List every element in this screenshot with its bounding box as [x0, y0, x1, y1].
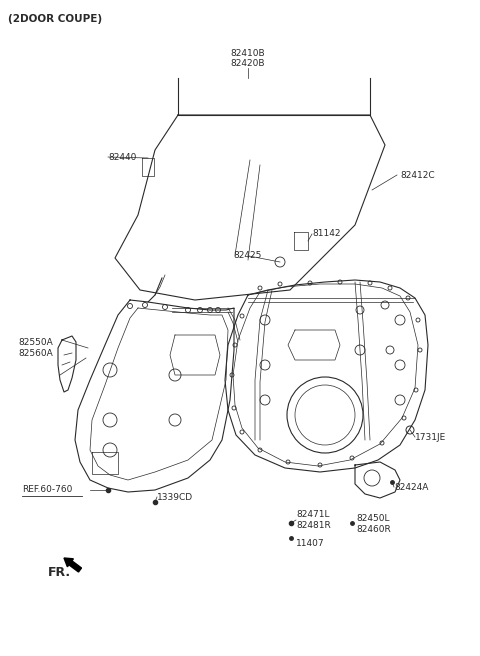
Text: 82410B
82420B: 82410B 82420B	[231, 49, 265, 68]
Text: 82550A
82560A: 82550A 82560A	[18, 338, 53, 358]
Text: 82424A: 82424A	[394, 483, 428, 491]
Text: 1339CD: 1339CD	[157, 493, 193, 501]
Text: 82412C: 82412C	[400, 171, 434, 180]
Text: 11407: 11407	[296, 539, 324, 548]
Text: REF.60-760: REF.60-760	[22, 485, 72, 495]
Text: 82450L
82460R: 82450L 82460R	[356, 514, 391, 534]
Text: 81142: 81142	[312, 230, 340, 239]
Text: (2DOOR COUPE): (2DOOR COUPE)	[8, 14, 102, 24]
Text: 1731JE: 1731JE	[415, 432, 446, 441]
Text: FR.: FR.	[48, 565, 71, 579]
Text: 82440: 82440	[108, 152, 136, 161]
Text: 82471L
82481R: 82471L 82481R	[296, 510, 331, 529]
FancyArrow shape	[64, 558, 82, 572]
Text: 82425: 82425	[233, 251, 262, 260]
